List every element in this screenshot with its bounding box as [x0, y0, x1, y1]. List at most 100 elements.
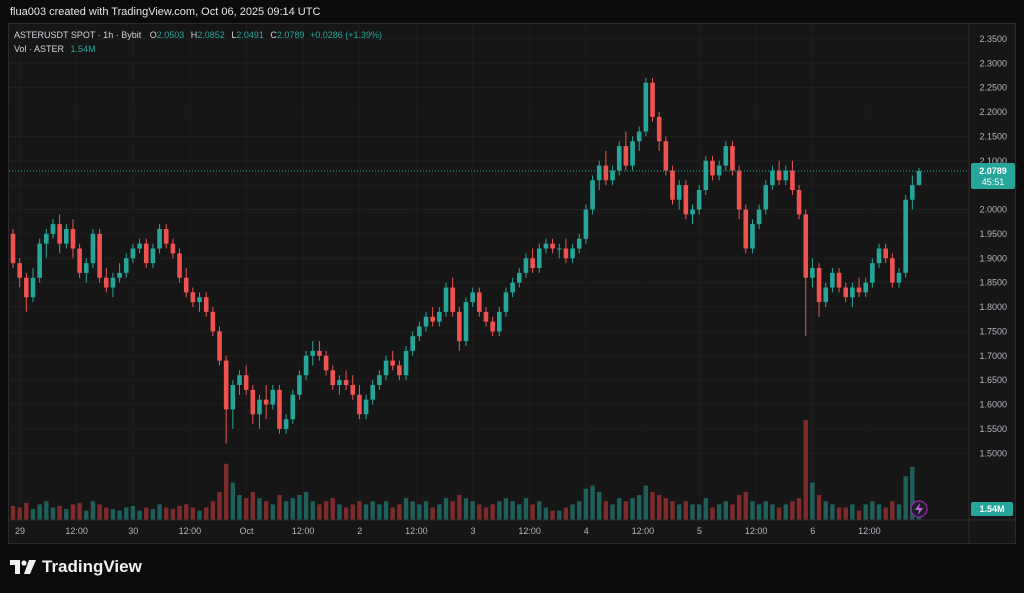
- candle[interactable]: [410, 331, 416, 356]
- candle[interactable]: [543, 238, 549, 254]
- candle[interactable]: [570, 243, 575, 264]
- candle[interactable]: [90, 229, 96, 268]
- candle[interactable]: [810, 258, 815, 288]
- current-price-tag[interactable]: 2.0789 45:51: [971, 163, 1015, 190]
- candle[interactable]: [796, 185, 802, 220]
- candle[interactable]: [497, 307, 502, 337]
- candle[interactable]: [816, 263, 822, 317]
- candle[interactable]: [876, 243, 882, 268]
- candle[interactable]: [24, 272, 29, 312]
- candle[interactable]: [750, 219, 755, 254]
- candle[interactable]: [670, 165, 675, 205]
- candle[interactable]: [203, 292, 209, 317]
- candle[interactable]: [870, 258, 875, 288]
- candle[interactable]: [896, 268, 902, 288]
- candle[interactable]: [110, 272, 116, 298]
- candle[interactable]: [57, 214, 62, 254]
- candle[interactable]: [890, 253, 895, 288]
- candle[interactable]: [883, 243, 888, 264]
- candle[interactable]: [843, 282, 849, 303]
- candle[interactable]: [197, 292, 202, 312]
- candle[interactable]: [556, 243, 562, 259]
- candle[interactable]: [783, 165, 789, 186]
- candle[interactable]: [536, 243, 542, 273]
- candle[interactable]: [630, 136, 635, 171]
- candle[interactable]: [297, 370, 302, 400]
- candle[interactable]: [237, 370, 242, 395]
- candle[interactable]: [10, 229, 16, 268]
- candle[interactable]: [163, 224, 169, 249]
- candle[interactable]: [50, 219, 56, 239]
- candle[interactable]: [503, 287, 509, 317]
- candle[interactable]: [523, 253, 529, 278]
- candle[interactable]: [516, 268, 522, 288]
- candle[interactable]: [463, 297, 469, 346]
- candle[interactable]: [343, 370, 349, 390]
- candle[interactable]: [830, 268, 835, 293]
- candle[interactable]: [730, 141, 735, 176]
- candle[interactable]: [623, 131, 629, 171]
- candle[interactable]: [716, 160, 722, 181]
- candle[interactable]: [290, 389, 296, 424]
- tradingview-logo[interactable]: TradingView: [10, 557, 142, 577]
- candle[interactable]: [123, 253, 129, 278]
- candle[interactable]: [470, 287, 475, 308]
- candle[interactable]: [437, 307, 442, 327]
- candle[interactable]: [190, 287, 196, 308]
- candle[interactable]: [350, 375, 356, 400]
- candle[interactable]: [330, 365, 336, 390]
- candle[interactable]: [390, 350, 396, 371]
- candle[interactable]: [490, 316, 495, 337]
- candle[interactable]: [250, 385, 256, 424]
- candle[interactable]: [590, 175, 595, 215]
- candle[interactable]: [170, 238, 176, 259]
- candle[interactable]: [583, 204, 589, 244]
- candle[interactable]: [277, 385, 282, 434]
- candle[interactable]: [483, 307, 489, 327]
- candle[interactable]: [210, 307, 216, 337]
- candle[interactable]: [836, 268, 842, 293]
- candle[interactable]: [337, 375, 342, 395]
- candle[interactable]: [636, 126, 642, 151]
- candle[interactable]: [397, 360, 402, 381]
- lightning-button[interactable]: [910, 500, 928, 518]
- candle[interactable]: [97, 229, 102, 283]
- candle[interactable]: [790, 160, 795, 195]
- candle[interactable]: [157, 224, 162, 254]
- candle[interactable]: [243, 365, 249, 395]
- candle[interactable]: [696, 185, 702, 215]
- candle[interactable]: [403, 346, 409, 381]
- candlestick-chart[interactable]: 2.3500 2.3000 2.2500 2.2000 2.1500 2.1000 2.05…: [9, 24, 1015, 543]
- chart-panel[interactable]: 2.3500 2.3000 2.2500 2.2000 2.1500 2.1000 2.05…: [8, 23, 1016, 544]
- candle[interactable]: [576, 233, 582, 254]
- candle[interactable]: [770, 165, 775, 190]
- candle[interactable]: [650, 77, 655, 122]
- candle[interactable]: [30, 268, 36, 303]
- candle[interactable]: [610, 165, 615, 186]
- candle[interactable]: [763, 180, 769, 215]
- candle[interactable]: [217, 326, 222, 366]
- candle[interactable]: [596, 160, 602, 190]
- candle[interactable]: [143, 238, 149, 268]
- candle[interactable]: [850, 282, 855, 307]
- candle[interactable]: [643, 77, 649, 137]
- candle[interactable]: [676, 180, 682, 210]
- candle[interactable]: [417, 321, 422, 342]
- candle[interactable]: [823, 282, 829, 307]
- candle[interactable]: [903, 194, 908, 278]
- candle[interactable]: [423, 311, 429, 332]
- candle[interactable]: [450, 277, 455, 317]
- candle[interactable]: [283, 414, 289, 434]
- candle[interactable]: [603, 151, 609, 186]
- candle[interactable]: [223, 355, 229, 444]
- candle[interactable]: [310, 341, 316, 366]
- candle[interactable]: [263, 385, 269, 420]
- candle[interactable]: [510, 277, 515, 298]
- candle[interactable]: [656, 112, 662, 151]
- candle[interactable]: [130, 243, 136, 264]
- candle[interactable]: [317, 341, 322, 361]
- candle[interactable]: [137, 238, 142, 254]
- volume-label[interactable]: Vol · ASTER: [14, 44, 65, 54]
- candle[interactable]: [363, 394, 369, 420]
- candle[interactable]: [370, 380, 376, 405]
